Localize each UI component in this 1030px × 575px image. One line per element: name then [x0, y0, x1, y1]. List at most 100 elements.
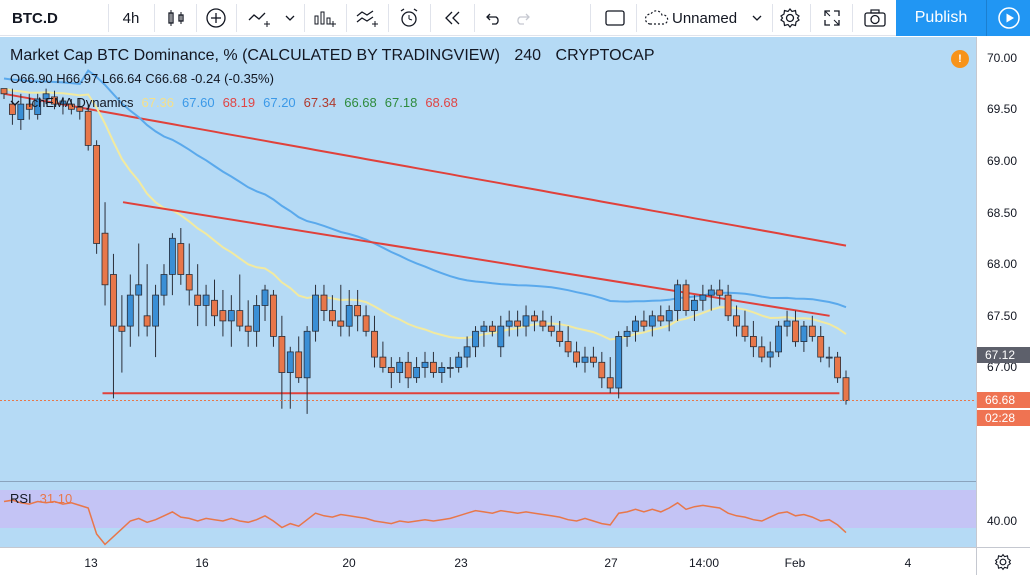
time-axis[interactable]: 13 16 20 23 27 14:00 Feb 4	[0, 547, 976, 575]
candle-down	[211, 299, 218, 317]
high-label: H	[56, 71, 66, 86]
candle-down	[110, 274, 117, 327]
candle-down	[143, 315, 151, 327]
layout-name[interactable]: Unnamed	[672, 9, 738, 27]
candle-down	[25, 103, 33, 110]
interval-label: 240	[514, 47, 542, 64]
divider	[388, 4, 389, 32]
indicator-name[interactable]: IchEMA Dynamics	[28, 95, 134, 110]
play-icon[interactable]	[986, 0, 1030, 36]
candle-up	[345, 305, 353, 327]
indicator-value: 67.60	[182, 95, 215, 110]
candle-up	[152, 294, 160, 327]
screenshot-icon[interactable]	[860, 0, 890, 36]
candle-up	[446, 366, 454, 369]
candles-icon[interactable]	[162, 0, 190, 36]
candle-up	[699, 294, 707, 301]
interval-selector[interactable]: 4h	[122, 9, 140, 27]
undo-icon[interactable]	[480, 0, 506, 36]
price-tick: 67.00	[987, 360, 1018, 375]
candle-up	[413, 366, 421, 379]
candle-down	[387, 366, 395, 373]
compare-icon[interactable]	[244, 0, 276, 36]
candle-up	[497, 325, 505, 348]
candle-up	[421, 361, 429, 368]
indicator-value: 68.19	[222, 95, 256, 110]
candle-up	[783, 320, 791, 327]
divider	[852, 4, 853, 32]
candle-up	[202, 294, 210, 306]
expand-icon[interactable]	[818, 0, 846, 36]
indicator-legend[interactable]: IchEMA Dynamics 67.36 67.60 68.19 67.20 67.3…	[10, 95, 466, 110]
candle-down	[244, 325, 252, 332]
candle-up	[472, 330, 479, 348]
countdown-label: 02:28	[977, 410, 1030, 427]
alert-icon[interactable]	[394, 0, 424, 36]
chart-area[interactable]: ! Market Cap BTC Dominance, % (CALCULATE…	[0, 37, 1030, 575]
indicator-values: 67.36 67.60 68.19 67.20 67.34 66.68 67.18 68.68	[141, 95, 465, 110]
candle-up	[303, 330, 311, 379]
warning-icon[interactable]: !	[951, 50, 969, 68]
candle-down	[682, 284, 690, 312]
candle-down	[531, 315, 538, 322]
low-label: L	[101, 71, 110, 86]
time-tick: 14:00	[688, 556, 720, 570]
price-tick: 67.50	[987, 308, 1018, 323]
rsi-line	[3, 499, 847, 546]
chevron-down-icon[interactable]	[280, 0, 300, 36]
symbol-title: Market Cap BTC Dominance, % (CALCULATED …	[10, 47, 500, 64]
divider	[474, 4, 475, 32]
candle-down	[404, 361, 412, 379]
candle-up	[17, 103, 25, 120]
candle-down	[573, 351, 580, 363]
time-tick: 4	[904, 556, 912, 570]
candle-down	[488, 325, 496, 332]
candle-down	[101, 232, 109, 286]
candle-up	[691, 299, 698, 311]
candle-up	[648, 315, 656, 327]
candle-down	[817, 335, 825, 358]
candle-up	[168, 237, 176, 275]
rsi-legend[interactable]: RSI 31.10	[10, 491, 72, 506]
replay-icon[interactable]	[438, 0, 468, 36]
candle-down	[177, 243, 185, 275]
candle-up	[438, 366, 446, 373]
price-chart[interactable]	[0, 37, 976, 547]
candle-up	[775, 325, 782, 353]
price-scale[interactable]: 70.00 69.50 69.00 68.50 68.00 67.50 67.00 40.00…	[976, 37, 1030, 575]
divider	[430, 4, 431, 32]
candle-down	[76, 106, 84, 112]
publish-button[interactable]: Publish	[896, 0, 986, 36]
indicator-value: 66.68	[344, 95, 377, 110]
layout-icon[interactable]	[642, 0, 672, 36]
candle-up	[227, 310, 235, 322]
candle-down	[539, 320, 547, 327]
indicators-icon[interactable]	[310, 0, 340, 36]
settings-icon[interactable]	[776, 0, 804, 36]
ema-slow-line	[3, 92, 847, 247]
rsi-name[interactable]: RSI	[10, 491, 32, 506]
chevron-down-icon[interactable]	[10, 99, 20, 107]
candle-down	[337, 320, 345, 327]
open-value: 66.90	[20, 71, 53, 86]
add-indicator-icon[interactable]	[202, 0, 230, 36]
candle-down	[185, 274, 193, 291]
fullscreen-icon[interactable]	[600, 0, 630, 36]
candle-down	[278, 335, 286, 373]
financials-icon[interactable]	[352, 0, 382, 36]
price-label: 67.12	[977, 347, 1030, 364]
gear-icon[interactable]	[976, 547, 1030, 575]
symbol-search[interactable]: BTC.D	[12, 9, 58, 27]
candle-up	[505, 320, 513, 327]
ohlc-values: O66.90 H66.97 L66.64 C66.68 -0.24 (-0.35…	[10, 71, 274, 86]
candle-up	[34, 98, 42, 115]
divider	[196, 4, 197, 32]
price-pane-background	[0, 37, 976, 481]
candle-down	[295, 351, 303, 379]
candle-down	[68, 103, 75, 110]
redo-icon[interactable]	[510, 0, 536, 36]
divider	[236, 4, 237, 32]
candle-down	[590, 356, 597, 363]
chevron-down-icon[interactable]	[748, 0, 766, 36]
candle-down	[834, 356, 841, 379]
